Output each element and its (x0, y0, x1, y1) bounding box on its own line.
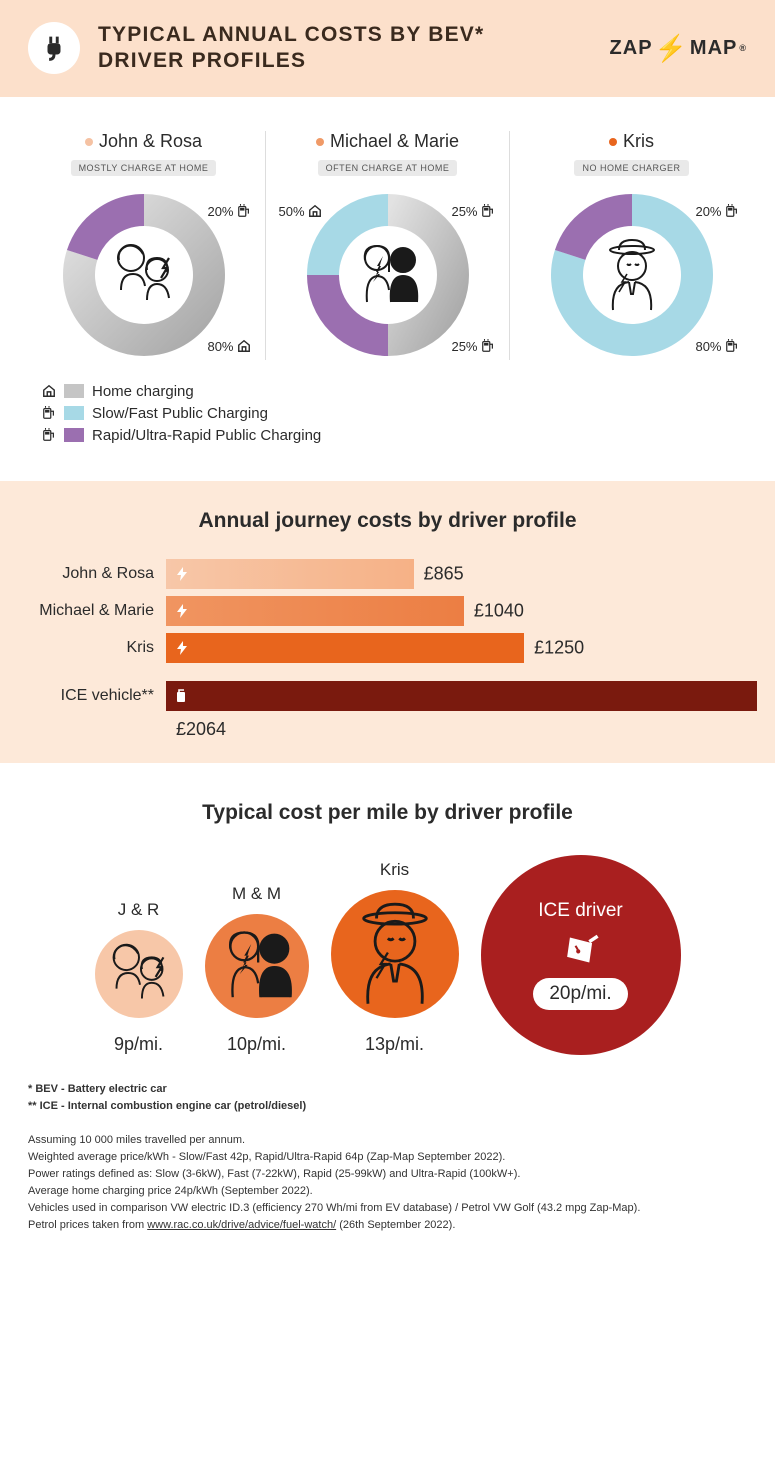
page-title: TYPICAL ANNUAL COSTS BY BEV* DRIVER PROF… (98, 22, 592, 75)
profile-name: John & Rosa (22, 131, 265, 152)
donut-label: 25% (451, 339, 494, 354)
foot-l4: Weighted average price/kWh - Slow/Fast 4… (28, 1149, 747, 1166)
permile-name: Kris (331, 860, 459, 880)
foot-l5: Power ratings defined as: Slow (3-6kW), … (28, 1166, 747, 1183)
bar-label: John & Rosa (18, 565, 166, 583)
bar-chart: John & Rosa £865 Michael & Marie £1040 K… (18, 559, 757, 711)
profile-tag: NO HOME CHARGER (574, 160, 688, 176)
permile-section: Typical cost per mile by driver profile … (0, 771, 775, 1065)
bar-value: £1250 (534, 637, 584, 658)
donut-chart: 50%25%25% (303, 190, 473, 360)
profile-0: John & Rosa MOSTLY CHARGE AT HOME 20%80% (22, 131, 265, 360)
bar-fill (166, 681, 757, 711)
donut-label: 80% (695, 339, 738, 354)
logo-map: MAP (690, 37, 737, 60)
permile-item: J & R 9p/mi. (95, 900, 183, 1055)
permile-item: M & M 10p/mi. (205, 884, 309, 1055)
permile-name: M & M (205, 884, 309, 904)
profile-tag: OFTEN CHARGE AT HOME (318, 160, 458, 176)
bar-track: £1040 (166, 596, 757, 626)
permile-value: 9p/mi. (95, 1034, 183, 1055)
profile-1: Michael & Marie OFTEN CHARGE AT HOME 50%… (265, 131, 510, 360)
title-line1: TYPICAL ANNUAL COSTS BY BEV* (98, 22, 592, 48)
bar-track: £2064 (166, 681, 757, 711)
ice-value: 20p/mi. (533, 978, 627, 1010)
bar-label: Michael & Marie (18, 602, 166, 620)
zapmap-logo: ZAP ⚡ MAP ® (610, 33, 747, 64)
donut-label: 50% (279, 204, 322, 219)
foot-l3: Assuming 10 000 miles travelled per annu… (28, 1132, 747, 1149)
foot-l8a: Petrol prices taken from (28, 1219, 147, 1231)
avatar-icon (343, 230, 433, 320)
profile-name: Kris (510, 131, 753, 152)
permile-name: J & R (95, 900, 183, 920)
bar-row: John & Rosa £865 (18, 559, 757, 589)
bar-row: Kris £1250 (18, 633, 757, 663)
swatch (64, 384, 84, 398)
foot-ice: ** ICE - Internal combustion engine car … (28, 1100, 306, 1112)
permile-circle (205, 914, 309, 1018)
donut-label: 80% (207, 339, 250, 354)
bar-fill (166, 633, 524, 663)
permile-item: Kris 13p/mi. (331, 860, 459, 1055)
donut-label: 20% (207, 204, 250, 219)
bar-row: ICE vehicle** £2064 (18, 681, 757, 711)
title-line2: DRIVER PROFILES (98, 48, 592, 74)
ice-name: ICE driver (538, 900, 622, 922)
bar-label: Kris (18, 639, 166, 657)
bar-value: £1040 (474, 600, 524, 621)
bar-track: £1250 (166, 633, 757, 663)
profiles-row: John & Rosa MOSTLY CHARGE AT HOME 20%80%… (0, 97, 775, 368)
legend: Home charging Slow/Fast Public Charging … (0, 368, 775, 473)
legend-label: Slow/Fast Public Charging (92, 405, 268, 422)
avatar-icon (99, 230, 189, 320)
bar-track: £865 (166, 559, 757, 589)
bar-value: £2064 (176, 719, 226, 740)
bar-label: ICE vehicle** (18, 687, 166, 705)
ice-circle: ICE driver 20p/mi. (481, 855, 681, 1055)
permile-circle (331, 890, 459, 1018)
foot-link[interactable]: www.rac.co.uk/drive/advice/fuel-watch/ (147, 1219, 336, 1231)
circles-row: J & R 9p/mi. M & M 10p/mi. Kris 13p/mi. … (22, 855, 753, 1055)
legend-item: Rapid/Ultra-Rapid Public Charging (42, 427, 733, 444)
permile-value: 10p/mi. (205, 1034, 309, 1055)
permile-title: Typical cost per mile by driver profile (22, 801, 753, 825)
swatch (64, 428, 84, 442)
fuel-can-icon (559, 932, 603, 968)
profile-name: Michael & Marie (266, 131, 509, 152)
legend-label: Rapid/Ultra-Rapid Public Charging (92, 427, 321, 444)
donut-chart: 20%80% (547, 190, 717, 360)
logo-zap: ZAP (610, 37, 653, 60)
profile-2: Kris NO HOME CHARGER 20%80% (510, 131, 753, 360)
foot-bev: * BEV - Battery electric car (28, 1083, 167, 1095)
bolt-icon: ⚡ (655, 33, 688, 64)
header: TYPICAL ANNUAL COSTS BY BEV* DRIVER PROF… (0, 0, 775, 97)
permile-value: 13p/mi. (331, 1034, 459, 1055)
annual-section: Annual journey costs by driver profile J… (0, 481, 775, 763)
permile-circle (95, 930, 183, 1018)
legend-label: Home charging (92, 383, 194, 400)
registered-icon: ® (739, 43, 747, 53)
foot-l7: Vehicles used in comparison VW electric … (28, 1200, 747, 1217)
bar-row: Michael & Marie £1040 (18, 596, 757, 626)
foot-l6: Average home charging price 24p/kWh (Sep… (28, 1183, 747, 1200)
bar-fill (166, 559, 414, 589)
profile-tag: MOSTLY CHARGE AT HOME (71, 160, 217, 176)
bar-fill (166, 596, 464, 626)
foot-l8c: (26th September 2022). (336, 1219, 455, 1231)
donut-chart: 20%80% (59, 190, 229, 360)
annual-title: Annual journey costs by driver profile (18, 509, 757, 533)
legend-item: Home charging (42, 383, 733, 400)
bar-value: £865 (424, 563, 464, 584)
footnotes: * BEV - Battery electric car ** ICE - In… (0, 1065, 775, 1274)
legend-item: Slow/Fast Public Charging (42, 405, 733, 422)
donut-label: 25% (451, 204, 494, 219)
donut-label: 20% (695, 204, 738, 219)
avatar-icon (587, 230, 677, 320)
swatch (64, 406, 84, 420)
plug-icon (28, 22, 80, 74)
